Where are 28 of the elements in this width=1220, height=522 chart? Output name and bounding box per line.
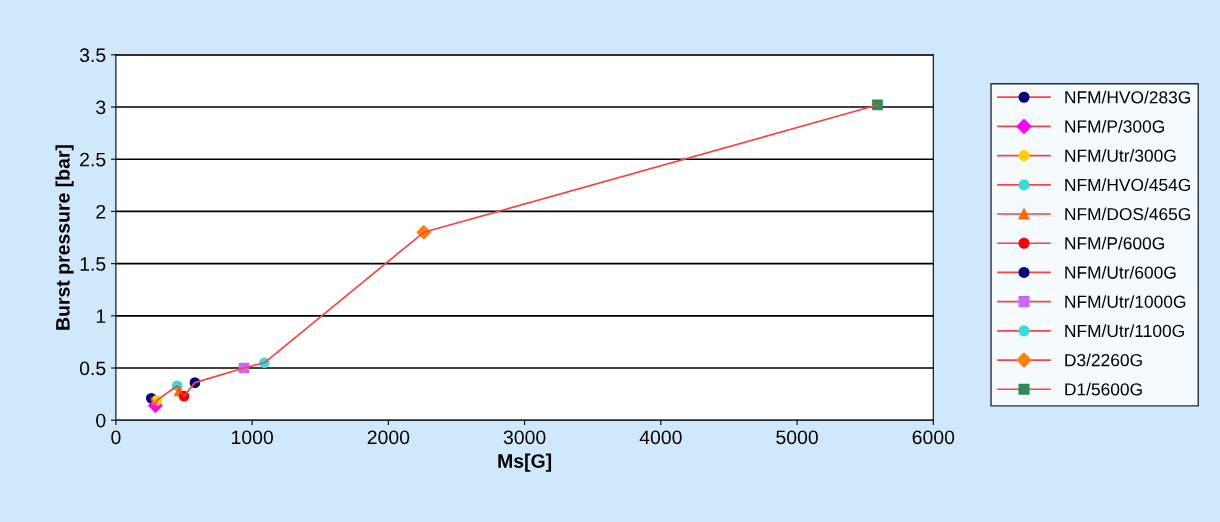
y-tick-label: 3 <box>96 100 106 115</box>
y-axis-title: Burst pressure [bar] <box>55 145 74 330</box>
y-tick-label: 2 <box>96 204 106 219</box>
legend-label: NFM/Utr/1000G <box>1065 295 1186 308</box>
y-tick-label: 0 <box>96 413 106 428</box>
x-tick-label: 3000 <box>503 430 546 445</box>
legend-label: NFM/HVO/283G <box>1065 90 1190 104</box>
x-tick-label: 4000 <box>639 430 682 445</box>
y-tick-label: 2.5 <box>80 152 106 167</box>
legend-label: NFM/Utr/1100G <box>1065 324 1184 338</box>
y-tick-label: 0.5 <box>79 361 106 376</box>
legend-label: NFM/DOS/465G <box>1065 207 1190 221</box>
legend-label: NFM/Utr/300G <box>1065 149 1176 162</box>
legend-label: D3/2260G <box>1065 353 1142 367</box>
x-tick-label: 5000 <box>776 430 818 445</box>
legend-label: NFM/Utr/600G <box>1065 265 1176 279</box>
y-tick-label: 1.5 <box>80 257 106 271</box>
legend-label: NFM/P/600G <box>1065 236 1164 250</box>
y-tick-label: 1 <box>96 309 106 323</box>
legend-label: NFM/P/300G <box>1065 119 1164 133</box>
legend-label: D1/5600G <box>1065 382 1142 396</box>
x-axis-title: Ms[G] <box>498 453 552 472</box>
legend-label: NFM/HVO/454G <box>1065 178 1190 192</box>
x-tick-label: 2000 <box>367 430 410 445</box>
x-tick-label: 1000 <box>231 430 273 445</box>
x-tick-label: 0 <box>111 430 121 445</box>
x-tick-label: 6000 <box>912 430 955 445</box>
y-tick-label: 3.5 <box>79 48 106 63</box>
